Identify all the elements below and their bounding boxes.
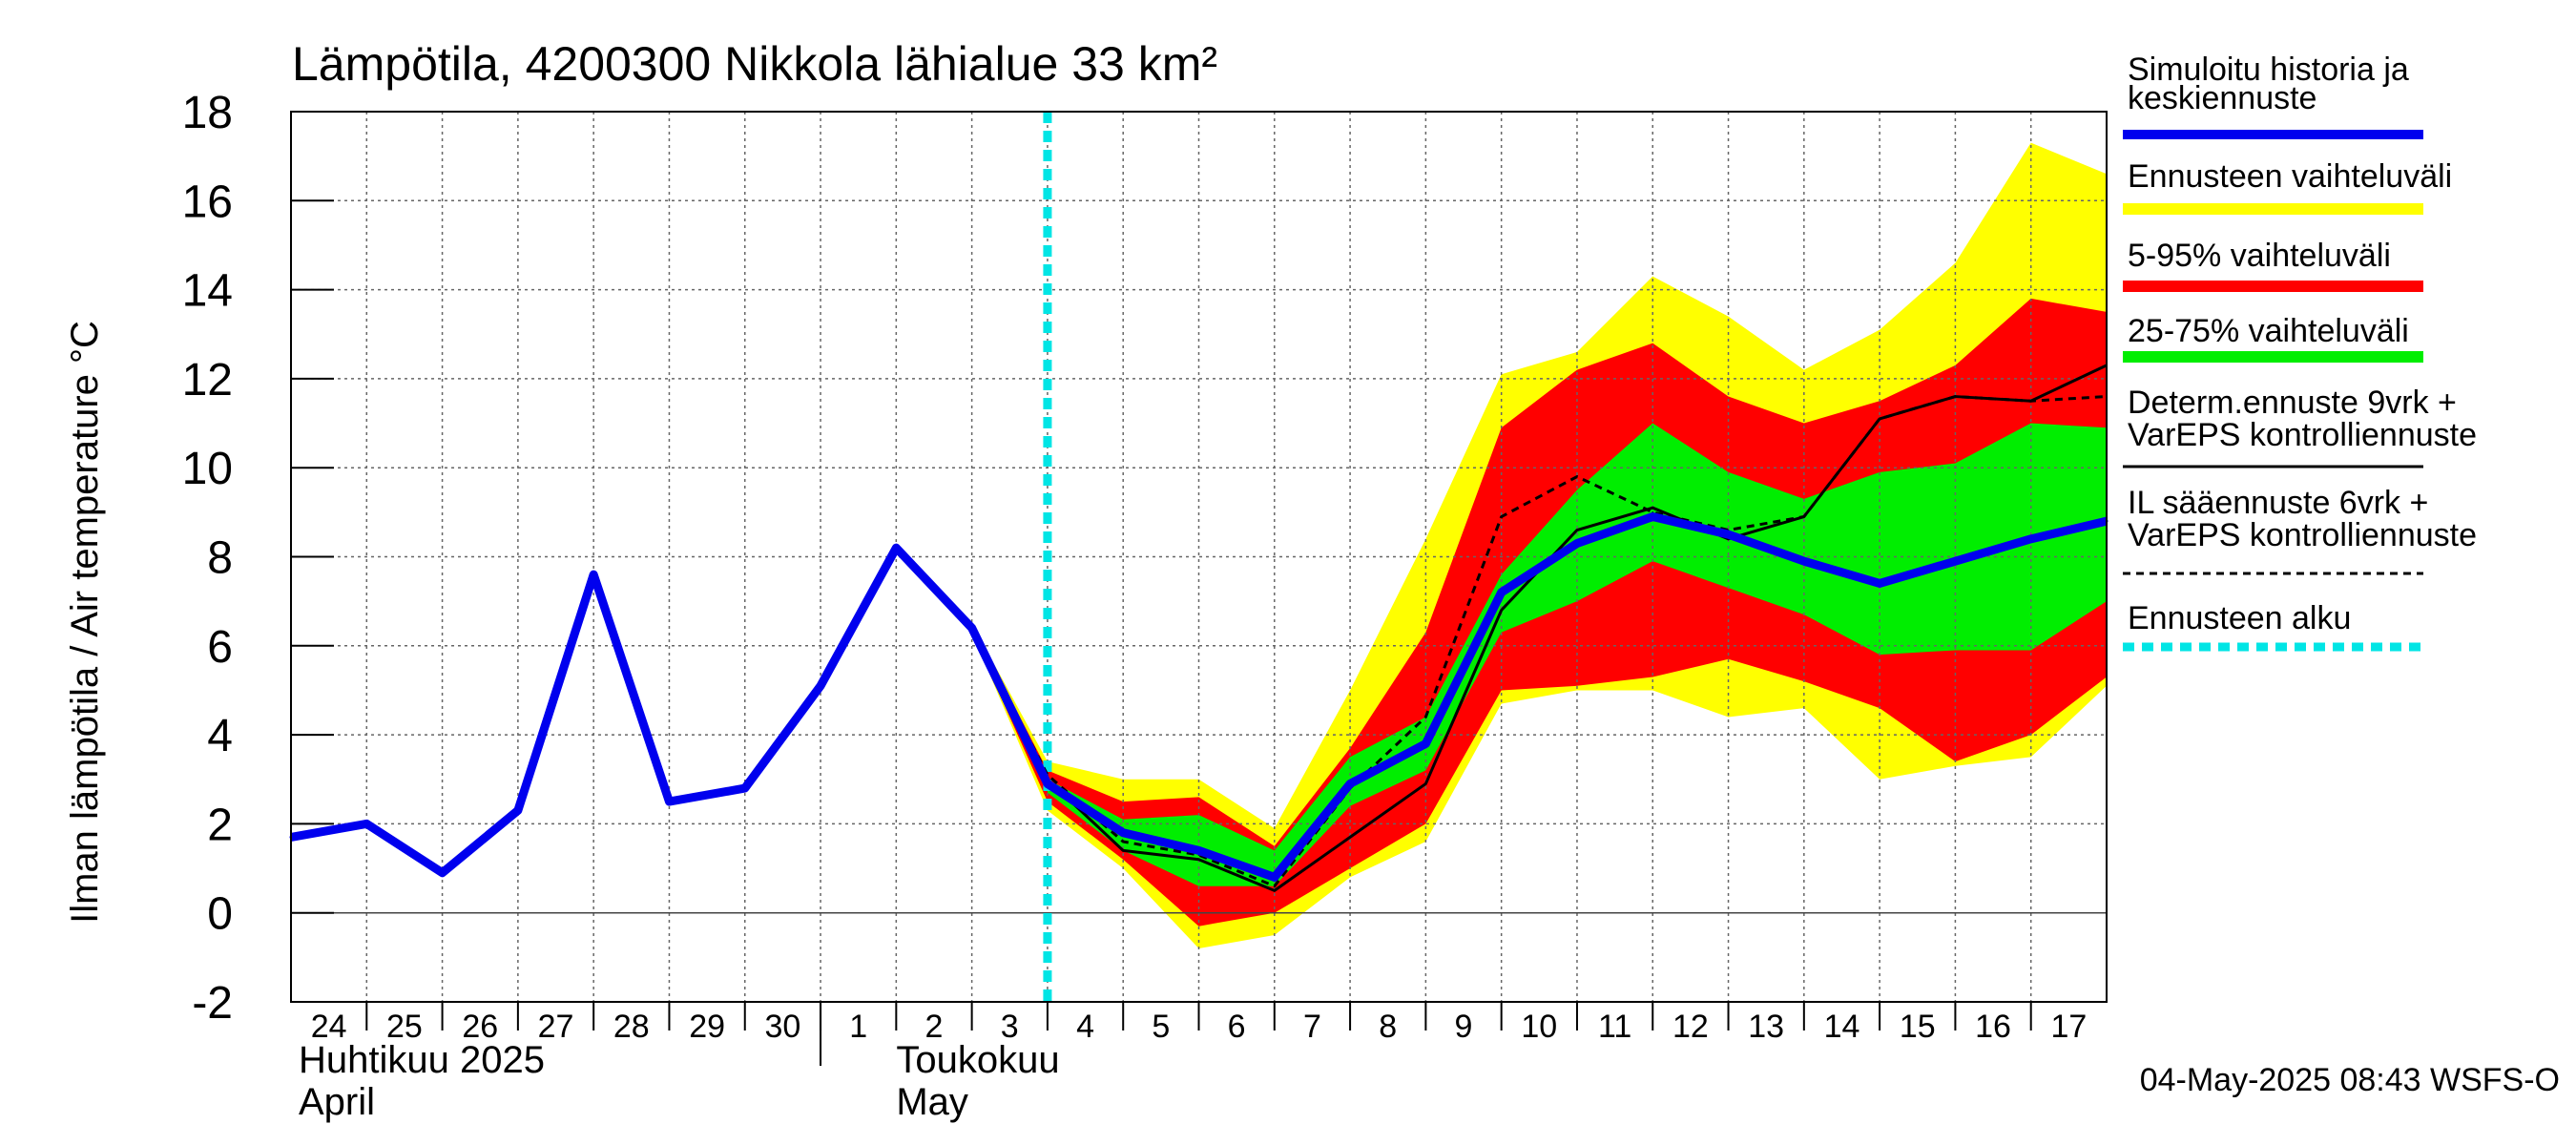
series-mean-point bbox=[743, 786, 747, 790]
series-determ-forecast-point bbox=[1197, 858, 1200, 861]
legend-label: Determ.ennuste 9vrk + bbox=[2128, 385, 2457, 421]
y-tick-label: 18 bbox=[182, 88, 233, 138]
series-il-forecast-point bbox=[1500, 515, 1503, 518]
series-determ-forecast-point bbox=[1652, 507, 1654, 509]
x-tick-label: 4 bbox=[1076, 1009, 1094, 1045]
y-tick-label: 0 bbox=[207, 889, 233, 940]
band-3 bbox=[1047, 423, 2107, 886]
y-tick-label: 6 bbox=[207, 622, 233, 673]
y-tick-label: 2 bbox=[207, 800, 233, 850]
series-il-forecast-point bbox=[1424, 716, 1427, 718]
series-il-forecast-point bbox=[1954, 395, 1957, 398]
bands bbox=[971, 142, 2107, 949]
y-axis-label: Ilman lämpötila / Air temperature °C bbox=[64, 321, 106, 924]
month-label-fi: Toukokuu bbox=[896, 1039, 1059, 1081]
x-tick-label: 13 bbox=[1748, 1009, 1784, 1045]
series-determ-forecast-point bbox=[1349, 836, 1351, 839]
x-tick-label: 9 bbox=[1455, 1009, 1473, 1045]
legend-label: Simuloitu historia ja bbox=[2128, 52, 2409, 88]
series-determ-forecast-point bbox=[1424, 782, 1427, 785]
x-tick-label: 29 bbox=[689, 1009, 725, 1045]
series-il-forecast-point bbox=[1803, 515, 1805, 518]
legend-label: VarEPS kontrolliennuste bbox=[2128, 517, 2477, 553]
series-mean-point bbox=[1046, 781, 1049, 785]
month-label-fi: Huhtikuu 2025 bbox=[299, 1039, 545, 1081]
x-tick-label: 12 bbox=[1672, 1009, 1709, 1045]
x-tick-label: 24 bbox=[311, 1009, 347, 1045]
x-tick-label: 3 bbox=[1001, 1009, 1019, 1045]
x-tick-label: 10 bbox=[1521, 1009, 1557, 1045]
series-mean-point bbox=[1878, 581, 1881, 585]
series-il-forecast-point bbox=[2029, 400, 2032, 403]
series-mean-point bbox=[1802, 559, 1806, 563]
series-mean-point bbox=[667, 800, 671, 803]
month-label-en: April bbox=[299, 1081, 375, 1123]
series-mean-point bbox=[1348, 781, 1352, 785]
x-tick-label: 14 bbox=[1824, 1009, 1860, 1045]
series-mean-point bbox=[516, 808, 520, 812]
series-il-forecast-point bbox=[1576, 475, 1578, 478]
series-mean-point bbox=[1273, 875, 1277, 879]
x-tick-label: 11 bbox=[1598, 1009, 1631, 1045]
y-tick-label: 14 bbox=[182, 266, 233, 317]
series-mean-point bbox=[592, 572, 595, 576]
series-determ-forecast-point bbox=[1273, 889, 1276, 892]
y-tick-label: 8 bbox=[207, 533, 233, 584]
legend-label: VarEPS kontrolliennuste bbox=[2128, 417, 2477, 453]
x-tick-label: 8 bbox=[1379, 1009, 1397, 1045]
legend-label: 5-95% vaihteluväli bbox=[2128, 238, 2391, 274]
series-mean-point bbox=[1651, 515, 1654, 519]
series-mean-point bbox=[819, 684, 822, 688]
legend-label: Ennusteen vaihteluväli bbox=[2128, 158, 2452, 195]
series-mean-point bbox=[894, 546, 898, 550]
series-mean-point bbox=[1197, 848, 1200, 852]
x-tick-label: 7 bbox=[1303, 1009, 1321, 1045]
x-tick-label: 5 bbox=[1152, 1009, 1170, 1045]
y-tick-label: 4 bbox=[207, 711, 233, 761]
x-tick-label: 15 bbox=[1900, 1009, 1936, 1045]
series-il-forecast-point bbox=[1122, 841, 1125, 843]
series-mean-point bbox=[1727, 532, 1731, 536]
legend-label: IL sääennuste 6vrk + bbox=[2128, 485, 2428, 521]
legend-label: keskiennuste bbox=[2128, 80, 2316, 116]
x-tick-label: 17 bbox=[2050, 1009, 2087, 1045]
x-tick-label: 26 bbox=[462, 1009, 498, 1045]
series-mean-point bbox=[1121, 831, 1125, 835]
x-tick-label: 27 bbox=[538, 1009, 574, 1045]
series-determ-forecast-point bbox=[1122, 849, 1125, 852]
series-mean-point bbox=[441, 871, 445, 875]
series-mean-point bbox=[1423, 741, 1427, 745]
chart-title: Lämpötila, 4200300 Nikkola lähialue 33 k… bbox=[292, 37, 1217, 91]
series-mean-point bbox=[970, 626, 974, 630]
x-tick-label: 6 bbox=[1228, 1009, 1246, 1045]
x-tick-label: 25 bbox=[386, 1009, 423, 1045]
series-determ-forecast-point bbox=[1576, 529, 1578, 531]
legend-label: 25-75% vaihteluväli bbox=[2128, 313, 2409, 349]
y-tick-label: 16 bbox=[182, 177, 233, 227]
y-tick-label: 10 bbox=[182, 444, 233, 494]
series-mean-point bbox=[364, 822, 368, 825]
series bbox=[289, 112, 2109, 1002]
x-tick-label: 28 bbox=[613, 1009, 650, 1045]
legend-label: Ennusteen alku bbox=[2128, 600, 2351, 636]
series-mean-point bbox=[1575, 542, 1579, 546]
month-label-en: May bbox=[896, 1081, 968, 1123]
x-tick-label: 1 bbox=[849, 1009, 867, 1045]
series-determ-forecast-point bbox=[1500, 609, 1503, 612]
series-il-forecast-point bbox=[1879, 418, 1880, 420]
y-tick-label: 12 bbox=[182, 355, 233, 406]
x-tick-label: 16 bbox=[1975, 1009, 2011, 1045]
timestamp: 04-May-2025 08:43 WSFS-O bbox=[2140, 1062, 2560, 1098]
series-mean-point bbox=[2029, 537, 2033, 541]
x-tick-label: 30 bbox=[764, 1009, 800, 1045]
series-il-forecast-point bbox=[1273, 885, 1276, 887]
grid bbox=[291, 111, 2107, 1003]
series-mean-point bbox=[1500, 591, 1504, 594]
y-tick-label: -2 bbox=[192, 978, 233, 1029]
series-mean-point bbox=[1953, 559, 1957, 563]
x-tick-label: 2 bbox=[925, 1009, 944, 1045]
